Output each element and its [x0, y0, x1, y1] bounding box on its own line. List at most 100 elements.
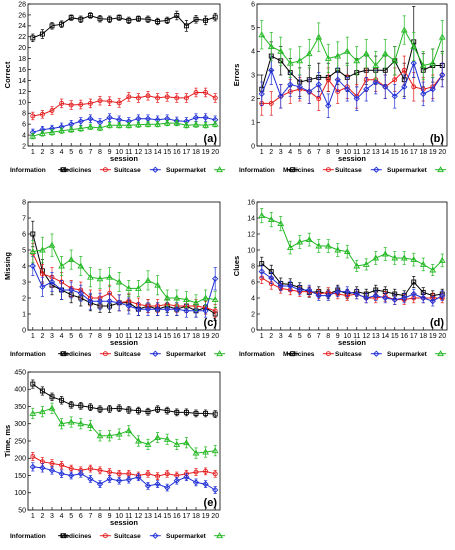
data-point: [78, 16, 84, 22]
data-point: [429, 86, 436, 93]
data-point: [125, 476, 132, 483]
data-point: [334, 52, 342, 59]
data-point: [39, 271, 45, 277]
x-tick-label: 3: [50, 333, 54, 340]
x-tick-label: 1: [31, 149, 35, 156]
data-point: [144, 306, 152, 313]
data-point: [401, 294, 408, 302]
series-medicines: [259, 272, 445, 305]
data-point: [202, 480, 209, 488]
y-tick-label: 250: [14, 438, 26, 445]
x-axis-title: session: [110, 518, 138, 527]
data-point: [39, 283, 46, 290]
x-tick-label: 1: [31, 513, 35, 520]
x-tick-label: 2: [40, 513, 44, 520]
legend-label-information: Information: [10, 167, 46, 174]
data-point: [410, 256, 418, 263]
data-point: [401, 67, 407, 73]
data-point: [325, 102, 332, 109]
y-tick-label: 26: [18, 12, 26, 19]
data-point: [135, 95, 141, 101]
y-tick-label: 12: [18, 89, 26, 96]
y-tick-label: 1: [22, 311, 26, 318]
x-tick-label: 10: [115, 149, 123, 156]
data-point: [30, 35, 36, 41]
legend-label-information: Information: [239, 351, 275, 358]
data-point: [48, 467, 56, 474]
legend-label-suitcase: Suitcase: [335, 351, 362, 358]
series-suitcase: [29, 256, 219, 318]
legend-swatch-marker: [437, 350, 444, 357]
data-point: [401, 83, 408, 90]
panel-letter: (e): [204, 497, 218, 509]
data-point: [277, 282, 284, 290]
legend-swatch-marker: [102, 167, 108, 173]
x-tick-label: 5: [298, 149, 302, 156]
data-point: [106, 475, 113, 483]
legend-swatch-marker: [152, 166, 159, 173]
data-point: [183, 296, 190, 303]
x-tick-label: 6: [79, 333, 83, 340]
data-point: [87, 404, 93, 410]
data-point: [334, 76, 341, 83]
x-axis-title: session: [110, 338, 138, 347]
legend-5: Information Medicines Suitcase Supermarket: [10, 532, 226, 540]
x-tick-label: 3: [50, 149, 54, 156]
x-tick-label: 5: [69, 149, 73, 156]
legend-label-medicines: Medicines: [60, 533, 92, 540]
data-point: [202, 114, 209, 121]
data-point: [173, 119, 181, 126]
panel-letter: (b): [430, 133, 444, 145]
data-point: [59, 462, 65, 468]
data-point: [411, 84, 417, 90]
y-tick-label: 6: [22, 122, 26, 129]
data-point: [48, 241, 56, 248]
data-point: [372, 62, 380, 68]
x-tick-label: 20: [211, 333, 219, 340]
series-line-supermarket: [32, 407, 216, 454]
x-tick-label: 18: [192, 149, 200, 156]
data-point: [277, 220, 285, 227]
x-tick-label: 12: [135, 149, 143, 156]
y-tick-label: 4: [251, 49, 255, 56]
x-tick-label: 11: [353, 333, 360, 340]
data-point: [382, 294, 389, 302]
data-point: [212, 95, 218, 101]
data-point: [344, 288, 351, 295]
data-point: [59, 100, 65, 106]
data-point: [192, 114, 200, 121]
data-point: [202, 121, 209, 128]
x-tick-label: 3: [279, 149, 283, 156]
data-point: [392, 77, 398, 83]
x-tick-label: 18: [419, 149, 427, 156]
legend-2: Information Medicines Suitcase Supermarket: [239, 166, 447, 174]
data-point: [126, 17, 132, 23]
data-point: [296, 57, 304, 64]
x-tick-label: 14: [154, 333, 162, 340]
data-point: [145, 471, 151, 477]
data-point: [67, 418, 75, 425]
data-point: [372, 78, 379, 86]
data-point: [164, 471, 170, 477]
legend-swatch-marker: [216, 532, 223, 539]
data-point: [163, 119, 171, 126]
data-point: [155, 473, 161, 479]
data-point: [77, 262, 85, 269]
x-tick-label: 15: [163, 149, 171, 156]
series-line-supermarket: [32, 244, 216, 304]
x-tick-label: 19: [202, 333, 210, 340]
legend-label-medicines: Medicines: [60, 351, 92, 358]
x-tick-label: 8: [326, 333, 330, 340]
series-medicines: [30, 87, 218, 121]
legend-swatch-marker: [152, 350, 159, 357]
data-point: [287, 81, 294, 88]
data-point: [183, 307, 190, 314]
x-tick-label: 7: [317, 333, 321, 340]
x-tick-label: 9: [108, 333, 112, 340]
x-tick-label: 4: [60, 149, 64, 156]
data-point: [135, 16, 141, 22]
data-point: [400, 26, 408, 33]
data-point: [173, 477, 180, 484]
legend-4: Information Medicines Suitcase Supermarket: [239, 350, 447, 358]
